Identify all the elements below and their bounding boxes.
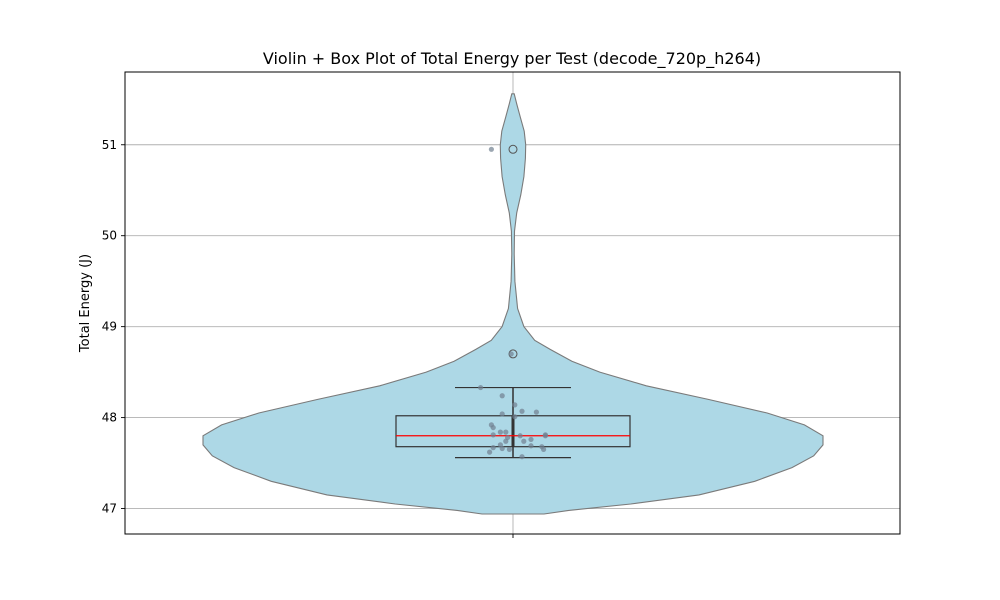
- data-point: [508, 351, 514, 357]
- data-point: [490, 424, 496, 431]
- data-point: [528, 436, 534, 443]
- data-point: [521, 438, 527, 444]
- data-point: [490, 445, 496, 451]
- plot-area: 47 48 49 50 51: [102, 71, 901, 538]
- data-point: [517, 433, 523, 439]
- data-point: [533, 409, 540, 415]
- data-point: [488, 146, 494, 152]
- data-point: [499, 445, 505, 452]
- data-point: [542, 433, 549, 439]
- data-point: [528, 443, 534, 449]
- data-point: [487, 449, 493, 455]
- data-point: [497, 429, 503, 435]
- y-tick-label: 48: [102, 411, 117, 425]
- y-tick-label: 50: [102, 229, 117, 243]
- axes-frame: [124, 71, 901, 535]
- data-point: [503, 429, 509, 435]
- y-axis-label: Total Energy (J): [78, 254, 93, 353]
- violin-body: [202, 93, 824, 515]
- y-tick-label: 51: [102, 138, 117, 152]
- data-point: [519, 408, 525, 414]
- data-point: [512, 402, 518, 408]
- y-tick-label: 49: [102, 320, 117, 334]
- data-point: [519, 454, 525, 460]
- data-point: [541, 446, 547, 453]
- data-point: [478, 384, 484, 391]
- data-point: [499, 393, 505, 399]
- data-point: [512, 414, 518, 420]
- y-tick-label: 47: [102, 502, 117, 516]
- chart-title: Violin + Box Plot of Total Energy per Te…: [263, 49, 761, 69]
- data-point: [506, 446, 512, 453]
- outlier-marker: [508, 144, 518, 154]
- data-point: [499, 411, 505, 417]
- data-point: [503, 438, 509, 444]
- data-point: [490, 432, 496, 438]
